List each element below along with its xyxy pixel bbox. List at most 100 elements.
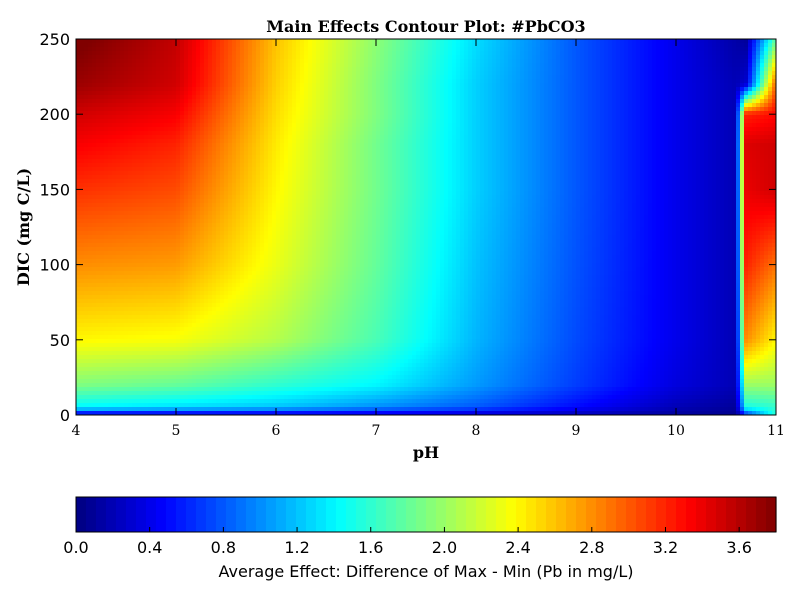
contour-cell — [548, 99, 553, 104]
contour-cell — [364, 139, 369, 144]
contour-cell — [124, 151, 129, 156]
contour-cell — [444, 127, 449, 132]
contour-cell — [156, 43, 161, 48]
contour-cell — [480, 67, 485, 72]
contour-cell — [496, 87, 501, 92]
contour-cell — [360, 107, 365, 112]
contour-cell — [356, 83, 361, 88]
contour-cell — [184, 127, 189, 132]
contour-cell — [468, 39, 473, 44]
contour-cell — [568, 147, 573, 152]
contour-cell — [512, 59, 517, 64]
contour-cell — [76, 119, 81, 124]
contour-cell — [152, 71, 157, 76]
contour-cell — [252, 95, 257, 100]
contour-cell — [384, 63, 389, 68]
contour-cell — [324, 83, 329, 88]
contour-cell — [388, 75, 393, 80]
contour-cell — [148, 63, 153, 68]
contour-cell — [328, 115, 333, 120]
contour-cell — [632, 59, 637, 64]
contour-cell — [376, 43, 381, 48]
contour-cell — [588, 107, 593, 112]
contour-cell — [656, 83, 661, 88]
contour-cell — [380, 139, 385, 144]
contour-cell — [704, 63, 709, 68]
contour-cell — [260, 99, 265, 104]
contour-cell — [624, 119, 629, 124]
contour-cell — [596, 95, 601, 100]
contour-cell — [308, 115, 313, 120]
contour-cell — [468, 67, 473, 72]
contour-cell — [608, 59, 613, 64]
contour-cell — [400, 95, 405, 100]
contour-cell — [676, 107, 681, 112]
contour-cell — [292, 139, 297, 144]
contour-cell — [568, 139, 573, 144]
contour-cell — [748, 51, 753, 56]
contour-cell — [600, 111, 605, 116]
contour-cell — [772, 91, 776, 96]
contour-cell — [280, 43, 285, 48]
contour-cell — [380, 115, 385, 120]
contour-cell — [576, 51, 581, 56]
contour-cell — [556, 75, 561, 80]
contour-cell — [552, 147, 557, 152]
contour-cell — [764, 139, 769, 144]
contour-cell — [644, 75, 649, 80]
contour-cell — [428, 123, 433, 128]
contour-cell — [508, 71, 513, 76]
contour-cell — [576, 107, 581, 112]
contour-cell — [172, 79, 177, 84]
contour-cell — [524, 143, 529, 148]
contour-cell — [556, 43, 561, 48]
contour-cell — [720, 119, 725, 124]
contour-cell — [360, 75, 365, 80]
contour-cell — [412, 99, 417, 104]
contour-cell — [96, 39, 101, 44]
contour-cell — [220, 119, 225, 124]
contour-cell — [400, 151, 405, 156]
contour-cell — [408, 127, 413, 132]
contour-cell — [708, 83, 713, 88]
contour-field — [76, 39, 776, 415]
contour-cell — [156, 79, 161, 84]
contour-cell — [260, 143, 265, 148]
contour-cell — [428, 39, 433, 44]
contour-cell — [528, 43, 533, 48]
contour-cell — [600, 79, 605, 84]
contour-cell — [256, 47, 261, 52]
contour-cell — [624, 63, 629, 68]
contour-cell — [672, 59, 677, 64]
contour-cell — [168, 55, 173, 60]
contour-cell — [196, 51, 201, 56]
contour-cell — [376, 55, 381, 60]
contour-cell — [384, 87, 389, 92]
contour-cell — [656, 111, 661, 116]
contour-cell — [472, 135, 477, 140]
contour-cell — [692, 143, 697, 148]
contour-cell — [400, 59, 405, 64]
contour-cell — [704, 103, 709, 108]
contour-cell — [756, 95, 761, 100]
contour-cell — [100, 131, 105, 136]
contour-cell — [464, 51, 469, 56]
contour-cell — [136, 83, 141, 88]
contour-cell — [732, 39, 737, 44]
contour-cell — [548, 47, 553, 52]
contour-cell — [88, 47, 93, 52]
contour-cell — [404, 131, 409, 136]
contour-cell — [80, 131, 85, 136]
contour-cell — [496, 139, 501, 144]
contour-cell — [268, 115, 273, 120]
contour-cell — [168, 139, 173, 144]
contour-cell — [96, 99, 101, 104]
contour-cell — [500, 59, 505, 64]
contour-cell — [772, 95, 776, 100]
contour-cell — [544, 143, 549, 148]
contour-cell — [176, 79, 181, 84]
contour-cell — [708, 47, 713, 52]
contour-cell — [672, 87, 677, 92]
contour-cell — [292, 123, 297, 128]
contour-cell — [532, 83, 537, 88]
